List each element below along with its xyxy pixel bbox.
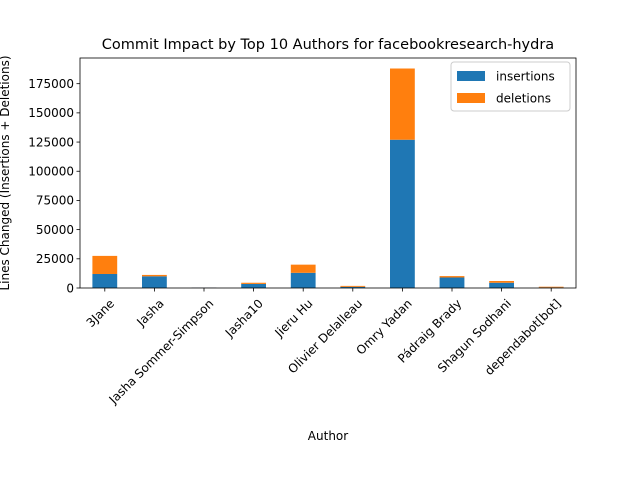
x-tick-label-2: Jasha Sommer-Simpson bbox=[106, 296, 217, 407]
bar-insertions-7 bbox=[439, 277, 465, 288]
y-tick-label-7: 175000 bbox=[28, 77, 74, 91]
bar-deletions-8 bbox=[489, 280, 514, 283]
x-tick-label-4: Jieru Hu bbox=[272, 296, 316, 340]
x-tick-label-0: 3Jane bbox=[84, 296, 118, 330]
bar-insertions-3 bbox=[241, 283, 266, 288]
bar-deletions-0 bbox=[92, 255, 118, 274]
x-axis-label: Author bbox=[308, 429, 348, 443]
y-axis: 0 25000 50000 75000 100000 125000 150000 175000 bbox=[28, 77, 80, 295]
bar-deletions-7 bbox=[439, 276, 465, 278]
bar-insertions-6 bbox=[390, 139, 415, 288]
legend-label-insertions: insertions bbox=[496, 70, 555, 84]
bar-insertions-8 bbox=[489, 282, 514, 288]
bar-deletions-1 bbox=[142, 274, 167, 277]
bar-deletions-4 bbox=[290, 264, 316, 273]
plot-frame bbox=[79, 57, 577, 289]
chart-title: Commit Impact by Top 10 Authors for face… bbox=[102, 37, 554, 53]
x-tick-label-1: Jasha bbox=[133, 296, 166, 329]
x-tick-label-3: Jasha10 bbox=[222, 296, 266, 340]
y-tick-label-2: 50000 bbox=[36, 223, 74, 237]
bar-deletions-9 bbox=[538, 286, 564, 288]
bar-insertions-1 bbox=[142, 276, 167, 288]
plot-area bbox=[79, 57, 577, 289]
bar-deletions-6 bbox=[390, 68, 415, 140]
y-tick-label-0: 0 bbox=[66, 281, 74, 295]
y-tick-label-3: 75000 bbox=[36, 194, 74, 208]
bar-deletions-5 bbox=[340, 285, 366, 287]
y-tick-label-5: 125000 bbox=[28, 135, 74, 149]
legend-swatch-insertions bbox=[457, 71, 485, 81]
bar-insertions-5 bbox=[340, 286, 366, 288]
y-tick-label-4: 100000 bbox=[28, 165, 74, 179]
y-tick-label-6: 150000 bbox=[28, 106, 74, 120]
bar-insertions-4 bbox=[290, 272, 316, 288]
legend: insertions deletions bbox=[450, 61, 571, 112]
bar-insertions-0 bbox=[92, 273, 118, 288]
bar-deletions-3 bbox=[241, 282, 266, 284]
y-axis-label: Lines Changed (Insertions + Deletions) bbox=[0, 55, 12, 290]
legend-swatch-deletions bbox=[457, 93, 485, 103]
y-tick-label-1: 25000 bbox=[36, 252, 74, 266]
legend-label-deletions: deletions bbox=[496, 92, 551, 106]
